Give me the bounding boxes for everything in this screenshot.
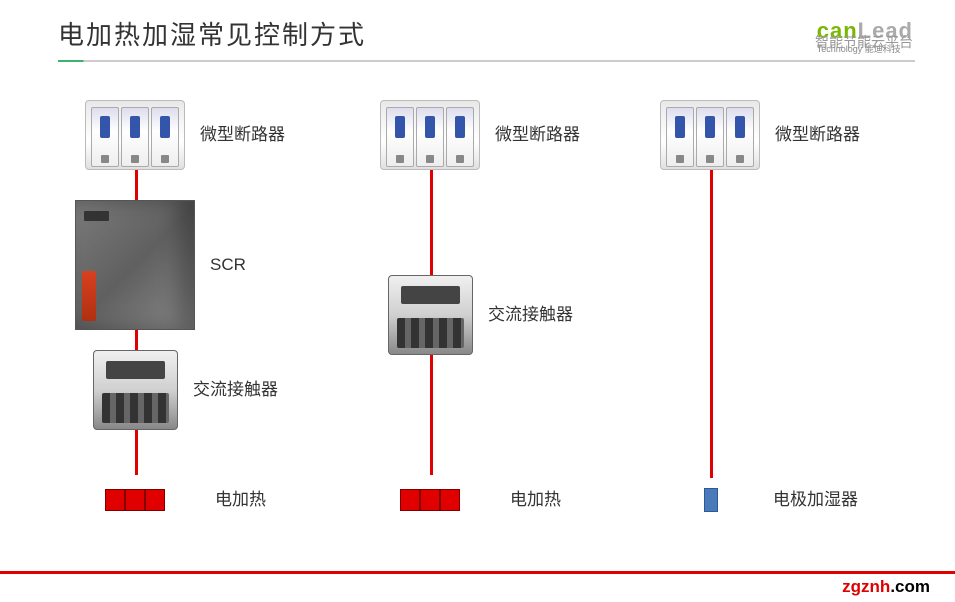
footer-red: zgznh — [842, 577, 890, 596]
contactor-device: 交流接触器 — [388, 275, 573, 355]
scr-label: SCR — [210, 253, 246, 277]
wire — [430, 355, 433, 475]
footer-black: .com — [890, 577, 930, 596]
mcb-label: 微型断路器 — [775, 123, 860, 147]
title-underline — [58, 60, 915, 62]
heater-label: 电加热 — [510, 488, 561, 512]
humidifier-label: 电极加湿器 — [773, 488, 858, 512]
scr-device: SCR — [75, 200, 246, 330]
contactor-label: 交流接触器 — [193, 378, 278, 402]
wire — [135, 170, 138, 200]
humidifier-icon — [704, 488, 718, 512]
wire — [135, 330, 138, 350]
mcb-label: 微型断路器 — [200, 123, 285, 147]
mcb-device: 微型断路器 — [380, 100, 580, 170]
heater-label: 电加热 — [215, 488, 266, 512]
heater-load: 电加热 — [400, 488, 561, 512]
diagram-area: 微型断路器 SCR 交流接触器 电加热 微型断路器 — [0, 100, 955, 562]
footer-line — [0, 571, 955, 574]
contactor-label: 交流接触器 — [488, 303, 573, 327]
heater-icon — [400, 489, 460, 511]
brand-tagline: 智能节能云平台 — [815, 32, 913, 52]
mcb-icon — [380, 100, 480, 170]
contactor-icon — [388, 275, 473, 355]
heater-icon — [105, 489, 165, 511]
contactor-icon — [93, 350, 178, 430]
heater-load: 电加热 — [105, 488, 266, 512]
header: 电加热加湿常见控制方式 — [58, 15, 915, 62]
mcb-icon — [660, 100, 760, 170]
wire — [710, 170, 713, 478]
mcb-device: 微型断路器 — [85, 100, 285, 170]
humidifier-load: 电极加湿器 — [704, 488, 858, 512]
mcb-device: 微型断路器 — [660, 100, 860, 170]
wire — [430, 170, 433, 275]
footer-watermark: zgznh.com — [842, 577, 930, 597]
scr-icon — [75, 200, 195, 330]
mcb-icon — [85, 100, 185, 170]
mcb-label: 微型断路器 — [495, 123, 580, 147]
wire — [135, 430, 138, 475]
page-title: 电加热加湿常见控制方式 — [58, 15, 915, 52]
contactor-device: 交流接触器 — [93, 350, 278, 430]
